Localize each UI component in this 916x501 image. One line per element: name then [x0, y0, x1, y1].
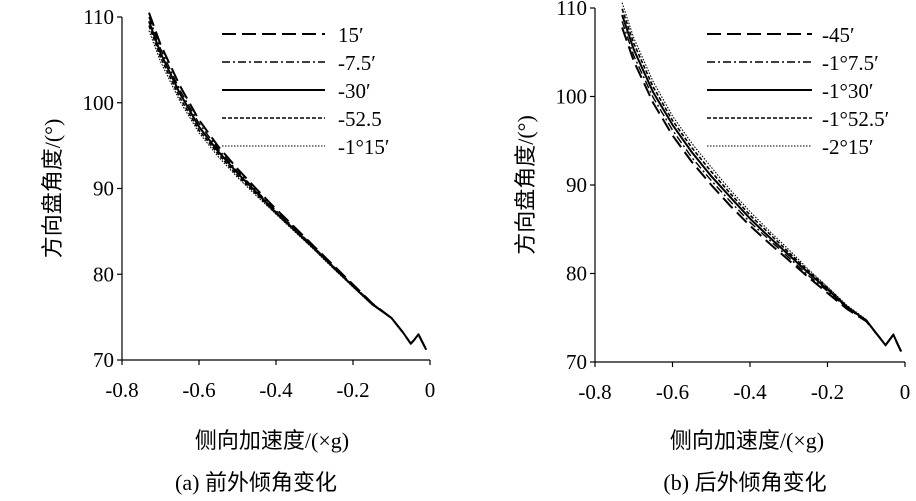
- x-tick-label: 0: [900, 380, 911, 404]
- y-tick-label: 70: [93, 348, 114, 372]
- legend-label-5: -1°15′: [338, 135, 390, 159]
- y-tick-label: 90: [93, 177, 114, 201]
- series-line-3: [148, 20, 428, 351]
- legend-label-1: -45′: [822, 23, 855, 47]
- x-tick-label: 0: [425, 378, 436, 402]
- legend-label-3: -1°30′: [822, 79, 874, 103]
- series-line-5: [148, 30, 427, 350]
- legend-label-2: -1°7.5′: [822, 51, 879, 75]
- y-tick-label: 80: [93, 262, 114, 286]
- legend-label-4: -1°52.5′: [822, 107, 889, 131]
- panel-b: 70 80 90 100 110 -0.8 -0.6 -0.4 -0.2 0 方向盘角度/(°) 侧向…: [513, 0, 910, 495]
- panel-caption: (b) 后外倾角变化: [663, 470, 826, 495]
- series-line-2: [148, 16, 427, 351]
- x-tick-label: -0.4: [259, 378, 293, 402]
- y-axis-label: 方向盘角度/(°): [40, 119, 65, 259]
- x-tick-label: -0.8: [578, 380, 611, 404]
- x-axis-label: 侧向加速度/(×g): [195, 428, 349, 453]
- x-tick-label: -0.6: [656, 380, 689, 404]
- panel-a: 70 80 90 100 110 -0.8 -0.6 -0.4 -0.2 0 方向盘角度/(°) 侧向…: [40, 5, 435, 495]
- x-tick-label: -0.8: [105, 378, 138, 402]
- y-tick-label: 90: [566, 173, 587, 197]
- legend-label-1: 15′: [338, 23, 364, 47]
- legend-label-3: -30′: [338, 79, 371, 103]
- series-line-5: [621, 2, 902, 352]
- y-tick-label: 100: [83, 91, 115, 115]
- legend-label-5: -2°15′: [822, 135, 874, 159]
- y-tick-label: 70: [566, 350, 587, 374]
- y-tick-label: 110: [556, 0, 587, 20]
- series-line-4: [148, 25, 427, 351]
- x-axis-label: 侧向加速度/(×g): [670, 428, 824, 453]
- y-tick-label: 100: [556, 85, 588, 109]
- y-tick-label: 80: [566, 262, 587, 286]
- x-tick-label: -0.2: [336, 378, 369, 402]
- legend-label-4: -52.5: [338, 107, 382, 131]
- y-tick-label: 110: [83, 5, 114, 29]
- legend-label-2: -7.5′: [338, 51, 376, 75]
- x-tick-label: -0.6: [182, 378, 215, 402]
- series-line-2: [621, 21, 902, 352]
- series-line-1: [621, 27, 903, 352]
- panel-caption: (a) 前外倾角变化: [175, 470, 337, 495]
- y-axis-label: 方向盘角度/(°): [513, 115, 538, 255]
- x-tick-label: -0.2: [811, 380, 844, 404]
- series-line-1: [148, 12, 428, 351]
- x-tick-label: -0.4: [733, 380, 767, 404]
